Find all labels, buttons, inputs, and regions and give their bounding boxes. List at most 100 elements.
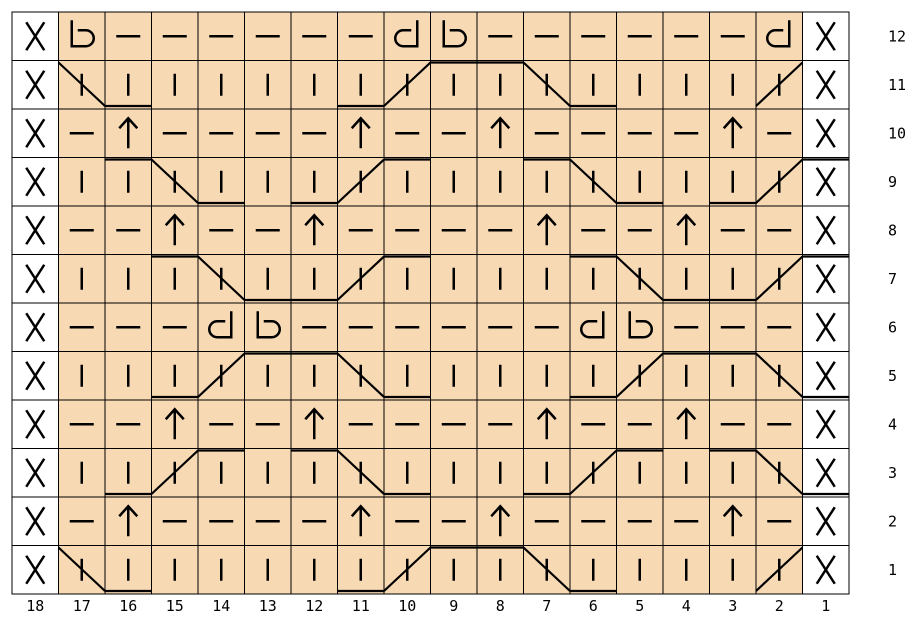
edge-stitch-symbol (815, 70, 836, 100)
arrow-up-symbol (722, 504, 743, 537)
row-number: 3 (888, 464, 897, 482)
stitch-cell (569, 302, 617, 352)
stitch-cell (383, 11, 431, 61)
column-number: 4 (682, 597, 691, 615)
edge-stitch-symbol (25, 264, 46, 294)
stitch-cell (290, 496, 338, 546)
right-loop-symbol (70, 20, 95, 48)
cable-line (151, 255, 849, 302)
column-number: 16 (119, 597, 137, 615)
right-loop-symbol (442, 20, 467, 48)
edge-stitch-symbol (815, 361, 836, 391)
edge-stitch-symbol (25, 167, 46, 197)
arrow-up-symbol (164, 213, 185, 246)
right-loop-symbol (628, 311, 653, 339)
edge-stitch-symbol (25, 361, 46, 391)
column-number: 11 (352, 597, 370, 615)
edge-stitch-symbol (815, 215, 836, 245)
arrow-up-symbol (164, 407, 185, 440)
cable-line (57, 61, 804, 108)
cable-line (151, 352, 849, 399)
edge-stitch-symbol (25, 312, 46, 342)
cable-lines (57, 61, 849, 593)
edge-stitch-symbol (25, 21, 46, 51)
row-number: 1 (888, 561, 897, 579)
cable-line (105, 449, 849, 496)
row-number: 11 (888, 76, 906, 94)
row-number: 12 (888, 27, 906, 45)
row-number: 7 (888, 270, 897, 288)
arrow-up-symbol (536, 213, 557, 246)
stitch-cell (244, 302, 292, 352)
arrow-up-symbol (722, 116, 743, 149)
edge-stitch-symbol (25, 506, 46, 536)
column-number: 15 (166, 597, 184, 615)
stitch-cell (755, 11, 803, 61)
edge-stitch-symbol (815, 312, 836, 342)
right-loop-symbol (256, 311, 281, 339)
edge-stitch-symbol (25, 215, 46, 245)
column-number: 17 (73, 597, 91, 615)
arrow-up-symbol (676, 407, 697, 440)
stitch-cell (430, 11, 478, 61)
row-number: 4 (888, 415, 897, 433)
arrow-up-symbol (118, 116, 139, 149)
column-number: 18 (26, 597, 44, 615)
row-number: 9 (888, 173, 897, 191)
edge-stitch-symbol (25, 555, 46, 585)
column-number: 12 (305, 597, 323, 615)
edge-stitch-symbol (815, 167, 836, 197)
stitch-cell (383, 448, 431, 498)
edge-stitch-symbol (815, 458, 836, 488)
row-number: 8 (888, 221, 897, 239)
arrow-up-symbol (350, 116, 371, 149)
column-number: 13 (259, 597, 277, 615)
edge-stitch-symbol (815, 118, 836, 148)
cable-line (57, 546, 804, 593)
column-number: 14 (212, 597, 230, 615)
left-loop-symbol (394, 20, 419, 48)
left-loop-symbol (208, 311, 233, 339)
stitch-cell (616, 302, 664, 352)
column-number: 5 (635, 597, 644, 615)
arrow-up-symbol (536, 407, 557, 440)
column-number: 2 (775, 597, 784, 615)
stitch-cell (290, 108, 338, 158)
edge-stitch-symbol (815, 21, 836, 51)
column-number: 3 (728, 597, 737, 615)
stitch-cell (476, 11, 524, 61)
row-number-labels: 12 11 10 9 8 7 6 5 4 3 2 1 (888, 27, 906, 579)
column-number: 10 (398, 597, 416, 615)
row-number: 2 (888, 512, 897, 530)
edge-stitch-symbol (815, 409, 836, 439)
edge-stitch-symbol (25, 458, 46, 488)
edge-stitch-symbol (815, 555, 836, 585)
left-loop-symbol (580, 311, 605, 339)
chart-cells (11, 11, 850, 595)
arrow-up-symbol (350, 504, 371, 537)
arrow-up-symbol (490, 504, 511, 537)
arrow-up-symbol (676, 213, 697, 246)
column-number: 9 (449, 597, 458, 615)
left-loop-symbol (766, 20, 791, 48)
edge-cell (802, 11, 850, 61)
arrow-up-symbol (304, 407, 325, 440)
edge-stitch-symbol (25, 409, 46, 439)
stitch-cell (58, 11, 106, 61)
row-number: 5 (888, 367, 897, 385)
edge-stitch-symbol (25, 70, 46, 100)
column-number: 6 (589, 597, 598, 615)
column-number: 8 (496, 597, 505, 615)
edge-stitch-symbol (815, 506, 836, 536)
arrow-up-symbol (118, 504, 139, 537)
row-number: 6 (888, 318, 897, 336)
column-number: 1 (821, 597, 830, 615)
arrow-up-symbol (490, 116, 511, 149)
column-number-labels: 18 17 16 15 14 13 12 11 10 9 8 7 6 5 4 3 2 1 (26, 597, 830, 615)
cable-line (105, 158, 849, 205)
column-number: 7 (542, 597, 551, 615)
edge-stitch-symbol (25, 118, 46, 148)
stitch-cell (197, 302, 245, 352)
arrow-up-symbol (304, 213, 325, 246)
